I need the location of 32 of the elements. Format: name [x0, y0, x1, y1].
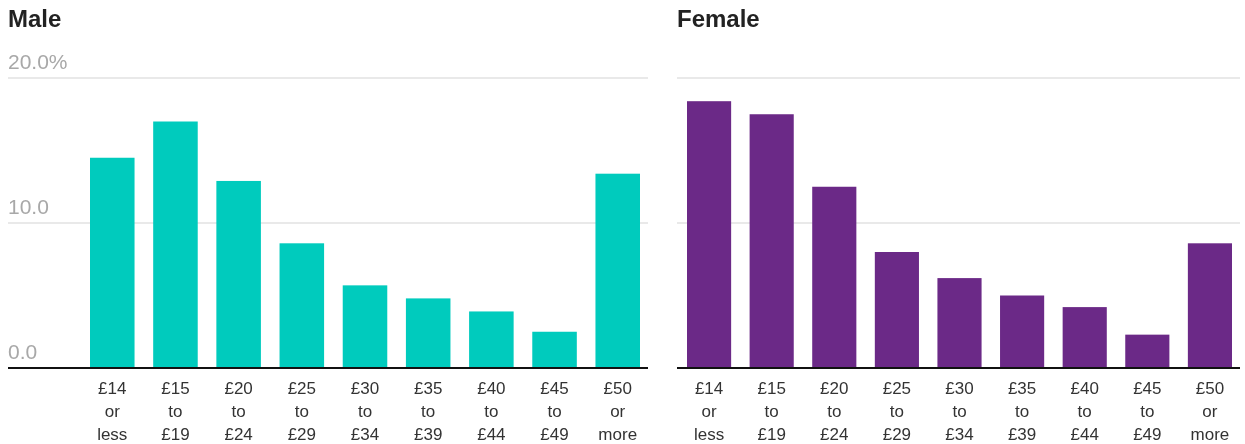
x-tick-label: £30 to £34 — [945, 379, 974, 444]
chart-title: Male — [8, 5, 62, 32]
bar — [1000, 295, 1045, 368]
x-tick-label: £14 or less — [97, 379, 128, 444]
bar — [812, 186, 857, 368]
x-tick-label: £35 to £39 — [413, 379, 443, 444]
x-tick-label: £40 to £44 — [1070, 379, 1099, 444]
y-tick-label: 20.0% — [8, 50, 68, 73]
x-tick-label: £20 to £24 — [224, 379, 253, 444]
bar — [1062, 307, 1107, 368]
x-tick-label: £45 to £49 — [540, 379, 569, 444]
y-tick-label: 10.0 — [8, 195, 49, 218]
x-tick-label: £50 or more — [598, 379, 638, 444]
x-tick-label: £50 or more — [1190, 379, 1230, 444]
bar — [874, 252, 919, 368]
x-tick-label: £20 to £24 — [820, 379, 849, 444]
x-tick-label: £35 to £39 — [1007, 379, 1037, 444]
x-tick-label: £25 to £29 — [287, 379, 317, 444]
x-tick-label: £15 to £19 — [757, 379, 786, 444]
bar — [687, 101, 732, 368]
x-tick-label: £15 to £19 — [161, 379, 190, 444]
chart-title: Female — [677, 5, 760, 32]
bar — [1187, 243, 1232, 368]
x-tick-label: £14 or less — [693, 379, 725, 444]
bar — [749, 114, 794, 368]
x-tick-label: £25 to £29 — [882, 379, 912, 444]
x-tick-label: £30 to £34 — [350, 379, 380, 444]
x-tick-label: £45 to £49 — [1133, 379, 1162, 444]
bar — [937, 278, 982, 368]
y-tick-label: 0.0 — [8, 340, 38, 363]
x-tick-label: £40 to £44 — [477, 379, 506, 444]
bar — [1125, 334, 1170, 368]
